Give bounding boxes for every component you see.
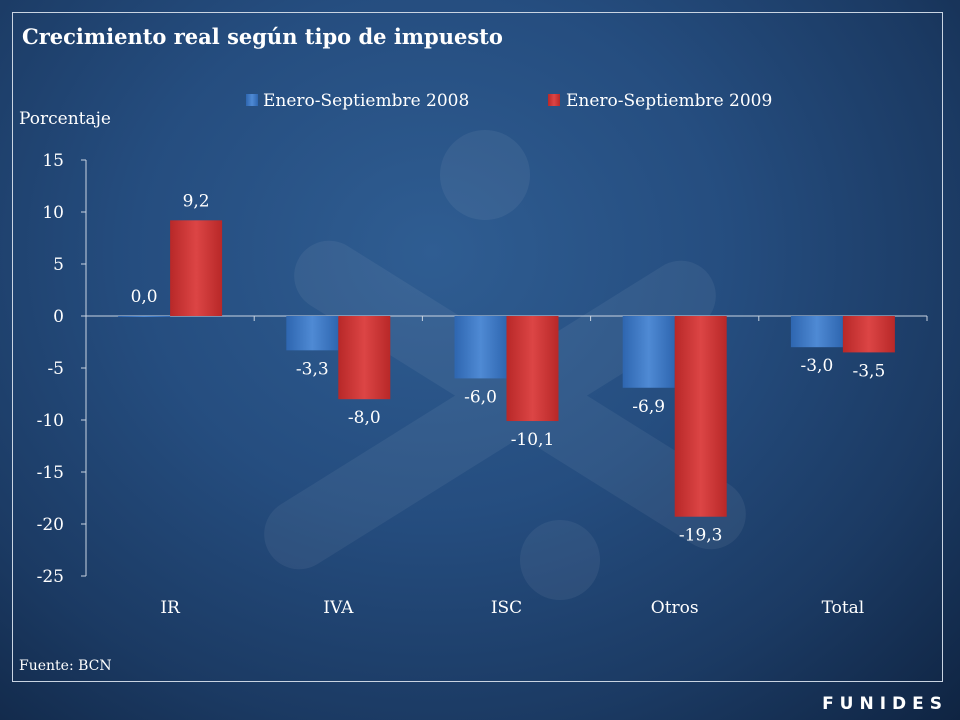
data-label: -6,0 <box>464 387 497 407</box>
data-label: -6,9 <box>632 397 665 417</box>
data-label: -10,1 <box>511 430 555 450</box>
bar-2009-total <box>842 316 895 353</box>
bar-2008-isc <box>454 316 507 379</box>
y-tick-label: 10 <box>42 203 64 223</box>
bar-2009-otros <box>674 316 727 517</box>
source-note: Fuente: BCN <box>19 658 112 674</box>
chart-frame <box>12 12 943 682</box>
bar-2008-total <box>790 316 843 348</box>
data-label: 9,2 <box>183 191 210 211</box>
data-label: -3,5 <box>853 361 886 381</box>
y-tick-label: 5 <box>53 255 64 275</box>
bar-2009-isc <box>506 316 559 422</box>
y-tick-label: 15 <box>42 151 64 171</box>
y-tick-label: -20 <box>37 515 64 535</box>
legend-label-2008: Enero-Septiembre 2008 <box>263 91 469 111</box>
data-label: -3,0 <box>801 356 834 376</box>
x-category-label: Otros <box>651 598 699 618</box>
data-label: -3,3 <box>296 359 329 379</box>
bar-2009-iva <box>338 316 391 400</box>
y-tick-label: -10 <box>37 411 64 431</box>
y-tick-label: -5 <box>47 359 64 379</box>
x-category-label: Total <box>822 598 865 618</box>
x-category-label: ISC <box>491 598 522 618</box>
data-label: 0,0 <box>131 287 158 307</box>
legend: Enero-Septiembre 2008 Enero-Septiembre 2… <box>246 91 772 111</box>
chart-title: Crecimiento real según tipo de impuesto <box>22 24 503 49</box>
legend-swatch-2008 <box>246 94 258 106</box>
x-category-label: IVA <box>323 598 354 618</box>
bar-2009-ir <box>170 220 223 316</box>
bar-2008-ir <box>118 316 171 317</box>
data-label: -19,3 <box>679 526 723 546</box>
legend-label-2009: Enero-Septiembre 2009 <box>566 91 772 111</box>
bar-2008-iva <box>286 316 339 351</box>
funides-logo: FUNIDES <box>822 694 948 714</box>
y-axis-title: Porcentaje <box>19 109 111 129</box>
y-tick-label: 0 <box>53 307 64 327</box>
y-tick-label: -25 <box>37 567 64 587</box>
y-tick-label: -15 <box>37 463 64 483</box>
legend-swatch-2009 <box>548 94 560 106</box>
bar-2008-otros <box>622 316 675 388</box>
data-label: -8,0 <box>348 408 381 428</box>
plot-area: 15 10 5 0 -5 -10 -15 -20 -25 0,0 9,2 IR -3,3 -8,0 IVA -… <box>37 151 928 618</box>
x-category-label: IR <box>160 598 181 618</box>
